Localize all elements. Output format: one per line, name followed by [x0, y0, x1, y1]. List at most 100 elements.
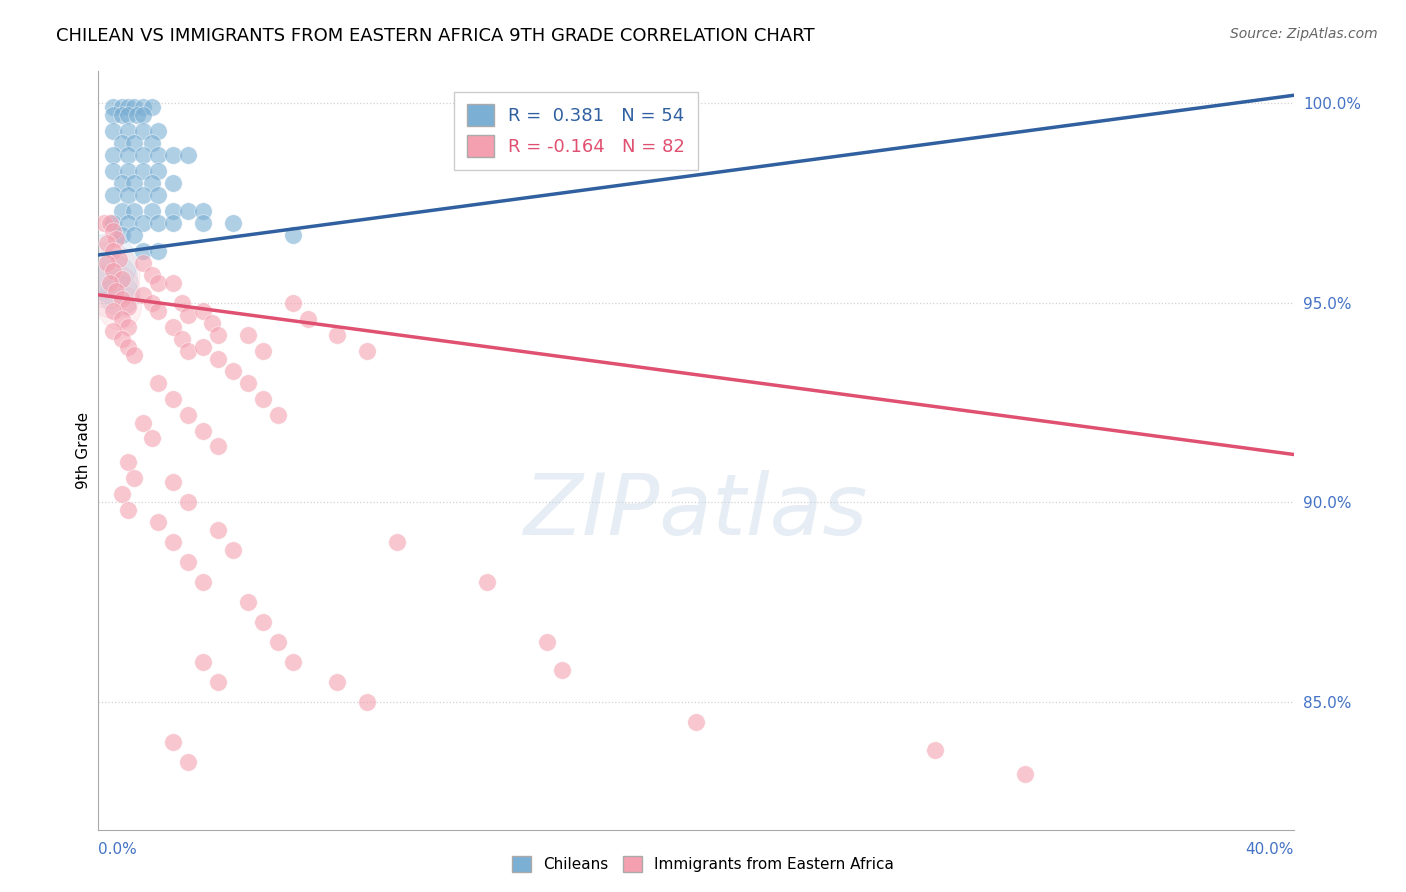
Point: [236, 595, 259, 609]
Point: [550, 663, 572, 677]
Point: [103, 244, 125, 258]
Legend: Chileans, Immigrants from Eastern Africa: Chileans, Immigrants from Eastern Africa: [505, 848, 901, 880]
Point: [108, 288, 131, 302]
Point: [267, 408, 290, 422]
Point: [141, 204, 163, 219]
Point: [281, 227, 304, 242]
Point: [141, 176, 163, 190]
Point: [222, 543, 245, 558]
Point: [124, 100, 146, 114]
Point: [177, 148, 200, 162]
Point: [252, 343, 274, 358]
Point: [191, 655, 214, 669]
Point: [103, 284, 125, 298]
Point: [117, 100, 139, 114]
Point: [326, 674, 349, 689]
Point: [191, 216, 214, 230]
Point: [117, 148, 139, 162]
Point: [111, 100, 134, 114]
Point: [177, 755, 200, 769]
Point: [103, 148, 125, 162]
Point: [207, 327, 229, 342]
Point: [132, 216, 155, 230]
Point: [162, 176, 184, 190]
Text: 0.0%: 0.0%: [98, 841, 138, 856]
Point: [177, 408, 200, 422]
Point: [207, 523, 229, 537]
Point: [148, 188, 170, 202]
Point: [117, 188, 139, 202]
Point: [201, 316, 224, 330]
Point: [132, 244, 155, 258]
Point: [132, 288, 155, 302]
Point: [148, 276, 170, 290]
Point: [148, 148, 170, 162]
Point: [132, 148, 155, 162]
Point: [162, 204, 184, 219]
Point: [108, 300, 131, 314]
Point: [141, 432, 163, 446]
Point: [148, 516, 170, 530]
Point: [222, 216, 245, 230]
Point: [103, 164, 125, 178]
Point: [117, 124, 139, 138]
Point: [103, 216, 125, 230]
Point: [162, 216, 184, 230]
Point: [111, 108, 134, 122]
Point: [132, 108, 155, 122]
Point: [326, 327, 349, 342]
Point: [132, 164, 155, 178]
Point: [103, 272, 125, 286]
Point: [108, 252, 131, 266]
Text: 40.0%: 40.0%: [1246, 841, 1294, 856]
Point: [191, 575, 214, 590]
Point: [117, 319, 139, 334]
Point: [132, 416, 155, 430]
Point: [111, 204, 134, 219]
Point: [105, 232, 128, 246]
Point: [98, 276, 122, 290]
Point: [685, 714, 707, 729]
Point: [124, 227, 146, 242]
Point: [177, 204, 200, 219]
Point: [177, 308, 200, 322]
Point: [124, 204, 146, 219]
Point: [148, 216, 170, 230]
Point: [103, 108, 125, 122]
Point: [297, 311, 319, 326]
Point: [177, 343, 200, 358]
Point: [148, 164, 170, 178]
Point: [103, 264, 125, 278]
Point: [191, 424, 214, 438]
Point: [236, 376, 259, 390]
Point: [117, 164, 139, 178]
Point: [96, 268, 118, 282]
Point: [103, 188, 125, 202]
Point: [117, 108, 139, 122]
Point: [111, 487, 134, 501]
Point: [162, 392, 184, 406]
Point: [281, 655, 304, 669]
Point: [124, 471, 146, 485]
Point: [162, 735, 184, 749]
Point: [117, 503, 139, 517]
Point: [117, 340, 139, 354]
Point: [191, 303, 214, 318]
Y-axis label: 9th Grade: 9th Grade: [76, 412, 91, 489]
Point: [177, 555, 200, 569]
Point: [252, 392, 274, 406]
Point: [124, 348, 146, 362]
Point: [356, 343, 378, 358]
Point: [207, 351, 229, 366]
Point: [124, 136, 146, 151]
Point: [162, 475, 184, 490]
Point: [111, 332, 134, 346]
Point: [132, 100, 155, 114]
Point: [162, 535, 184, 549]
Point: [124, 176, 146, 190]
Point: [924, 743, 946, 757]
Point: [356, 695, 378, 709]
Point: [111, 227, 134, 242]
Point: [207, 440, 229, 454]
Point: [111, 311, 134, 326]
